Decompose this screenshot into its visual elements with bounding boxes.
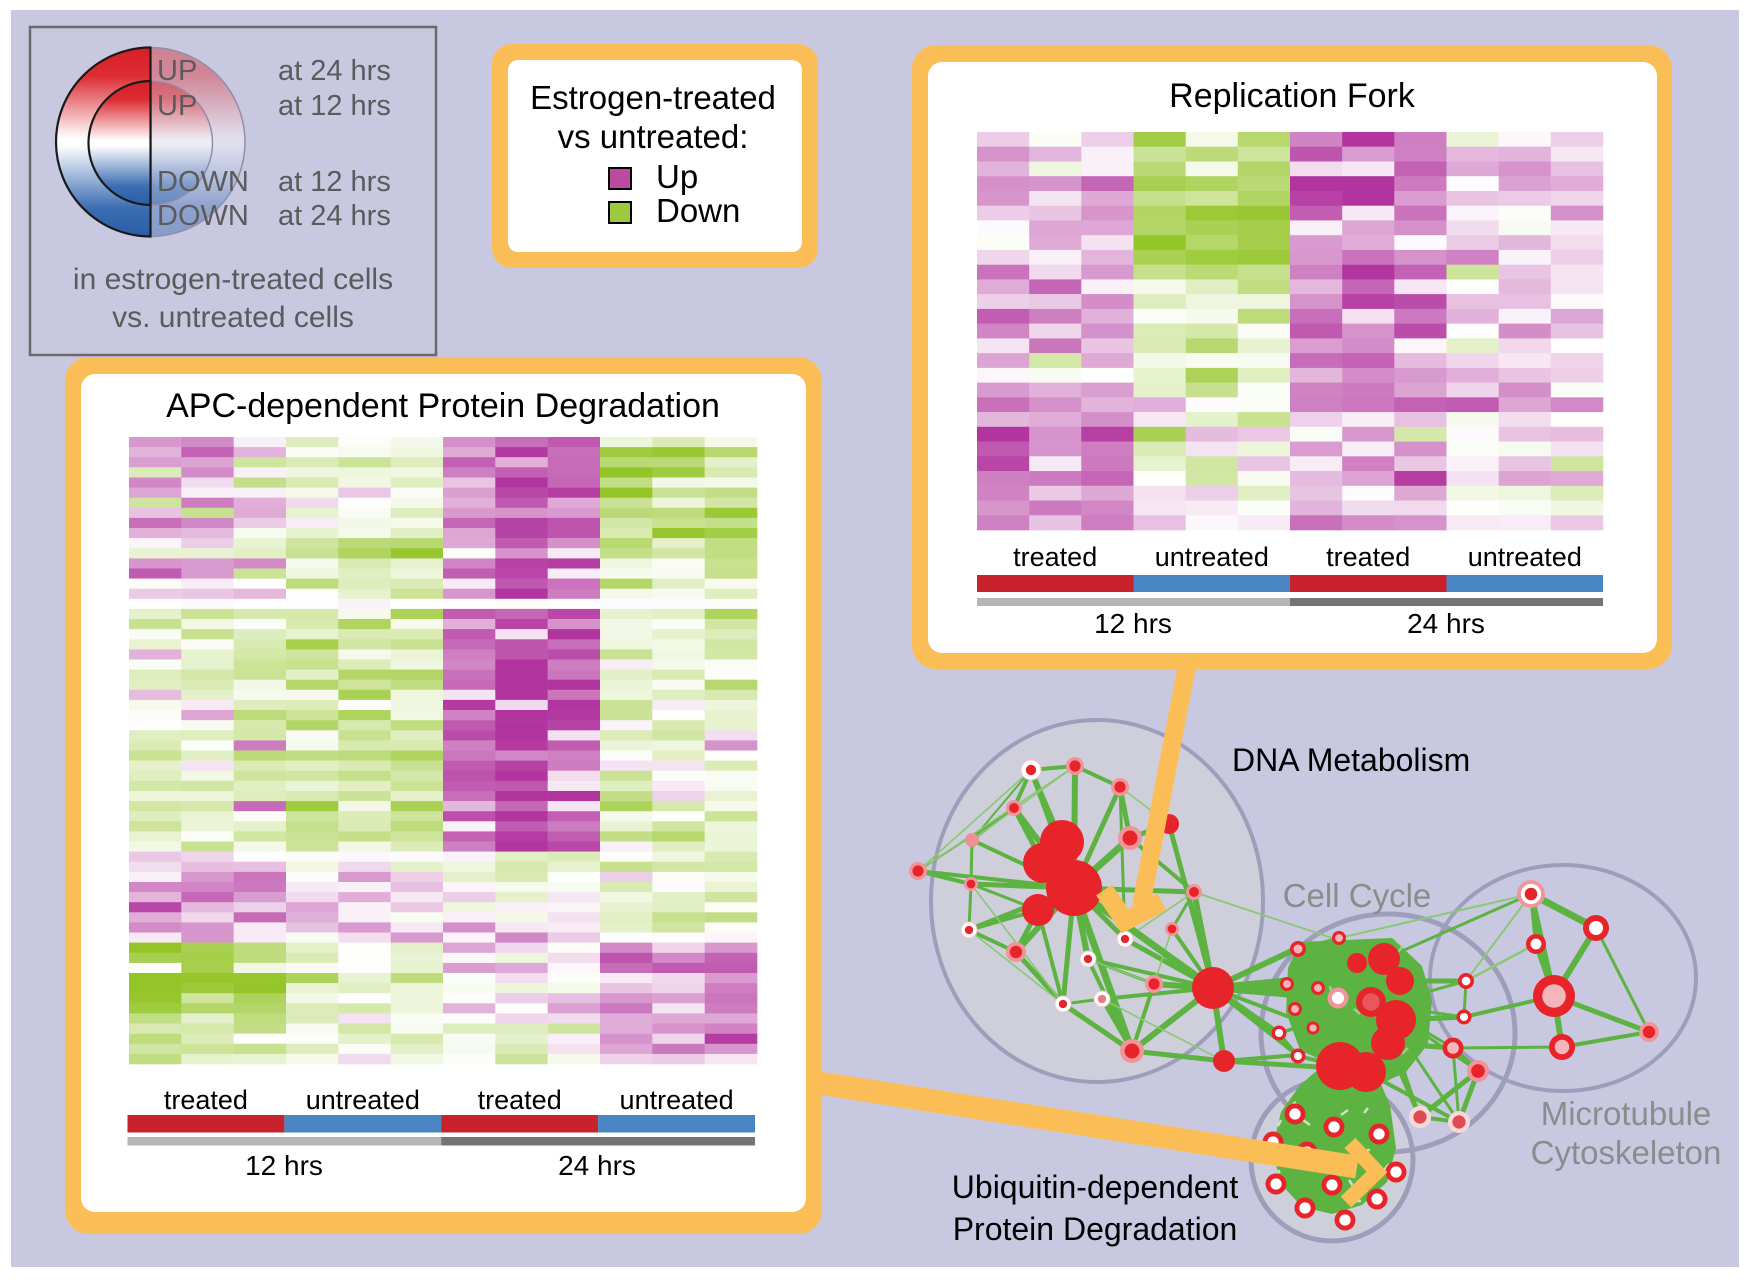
svg-text:APC-dependent Protein Degradat: APC-dependent Protein Degradation (166, 387, 720, 425)
svg-text:at 24 hrs: at 24 hrs (278, 200, 391, 232)
svg-text:Cytoskeleton: Cytoskeleton (1531, 1134, 1722, 1171)
svg-text:12 hrs: 12 hrs (1094, 608, 1172, 639)
svg-text:24 hrs: 24 hrs (558, 1150, 636, 1181)
svg-text:at 12 hrs: at 12 hrs (278, 90, 391, 122)
svg-text:Protein Degradation: Protein Degradation (953, 1211, 1238, 1247)
svg-text:Microtubule: Microtubule (1541, 1095, 1712, 1132)
svg-text:Up: Up (656, 158, 698, 195)
svg-text:treated: treated (1013, 542, 1097, 572)
svg-text:DNA Metabolism: DNA Metabolism (1232, 742, 1470, 778)
svg-text:UP: UP (157, 90, 197, 122)
svg-text:DOWN: DOWN (157, 200, 249, 232)
svg-text:DOWN: DOWN (157, 166, 249, 198)
svg-text:Cell Cycle: Cell Cycle (1283, 877, 1432, 914)
svg-text:Ubiquitin-dependent: Ubiquitin-dependent (952, 1169, 1239, 1205)
svg-text:vs untreated:: vs untreated: (558, 118, 749, 155)
svg-text:12 hrs: 12 hrs (245, 1150, 323, 1181)
svg-text:Estrogen-treated: Estrogen-treated (530, 79, 776, 116)
svg-text:at 12 hrs: at 12 hrs (278, 166, 391, 198)
svg-text:untreated: untreated (1155, 542, 1269, 572)
svg-text:in estrogen-treated cells: in estrogen-treated cells (73, 263, 393, 296)
svg-text:untreated: untreated (306, 1085, 420, 1115)
svg-text:treated: treated (1326, 542, 1410, 572)
svg-text:vs. untreated cells: vs. untreated cells (112, 301, 354, 334)
svg-text:treated: treated (164, 1085, 248, 1115)
svg-text:treated: treated (478, 1085, 562, 1115)
svg-text:UP: UP (157, 55, 197, 87)
svg-text:at 24 hrs: at 24 hrs (278, 55, 391, 87)
svg-text:untreated: untreated (620, 1085, 734, 1115)
svg-text:untreated: untreated (1468, 542, 1582, 572)
svg-text:Replication Fork: Replication Fork (1169, 77, 1416, 115)
svg-text:Down: Down (656, 192, 740, 229)
svg-text:24 hrs: 24 hrs (1407, 608, 1485, 639)
